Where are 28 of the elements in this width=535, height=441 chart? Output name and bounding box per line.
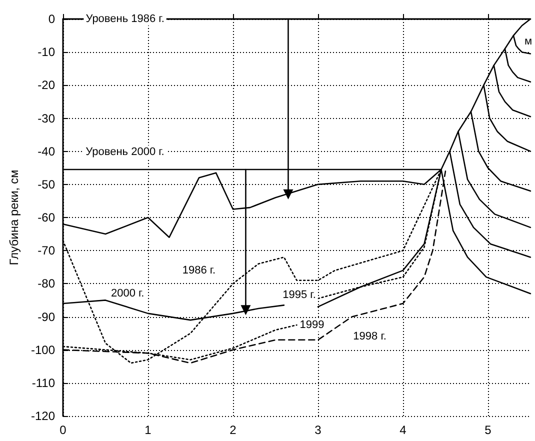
x-tick-label: 3 [314,423,322,437]
annotation: Уровень 2000 г. [86,146,164,158]
y-tick-label: -40 [38,144,56,158]
x-tick-label: 4 [400,423,407,437]
annotation: 1995 г. [282,289,316,302]
annotation: Уровень 1986 г. [86,13,164,25]
annotation: 1999 [300,319,324,332]
y-tick-label: -10 [38,45,56,60]
y-tick-label: -70 [38,244,56,258]
y-tick-label: -80 [38,276,56,291]
y-axis-title: Глубина реки, см [7,170,22,266]
y-tick-label: -60 [38,210,56,224]
x-tick-label: 2 [230,423,237,437]
x-tick-label: 0 [60,423,67,437]
y-tick-label: -90 [38,310,56,324]
y-tick-label: -100 [30,342,56,357]
annotation: 1998 г. [353,330,386,343]
x-axis-title: м [524,36,532,48]
y-tick-label: -30 [38,111,56,126]
y-tick-label: 0 [48,12,56,26]
y-tick-label: -20 [38,78,56,92]
y-tick-label: -120 [30,409,56,423]
annotation: 2000 г. [110,288,144,300]
y-tick-label: -50 [38,177,56,192]
x-tick-label: 5 [484,423,492,437]
y-tick-label: -110 [32,376,56,390]
x-tick-label: 1 [144,423,152,437]
annotation: 1986 г. [182,264,216,276]
